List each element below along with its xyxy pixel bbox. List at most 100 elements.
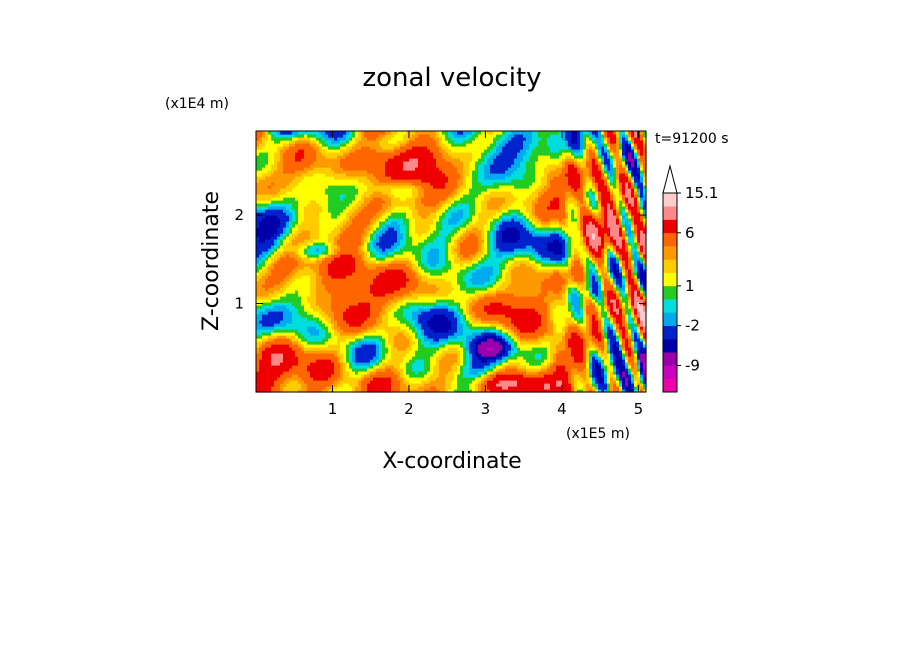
contour-cell xyxy=(442,290,446,294)
contour-cell xyxy=(550,308,554,312)
contour-cell xyxy=(310,377,314,381)
contour-cell xyxy=(439,362,443,366)
contour-cell xyxy=(328,284,332,288)
contour-cell xyxy=(259,350,263,354)
contour-cell xyxy=(262,359,266,363)
contour-cell xyxy=(607,284,611,288)
contour-cell xyxy=(292,374,296,378)
contour-cell xyxy=(580,338,584,342)
contour-cell xyxy=(616,371,620,375)
contour-cell xyxy=(439,320,443,324)
contour-cell xyxy=(340,368,344,372)
contour-cell xyxy=(382,356,386,360)
contour-cell xyxy=(472,365,476,369)
contour-cell xyxy=(511,314,515,318)
contour-cell xyxy=(532,332,536,336)
contour-cell xyxy=(574,299,578,303)
contour-cell xyxy=(559,377,563,381)
contour-cell xyxy=(634,383,638,387)
contour-cell xyxy=(346,314,350,318)
contour-cell xyxy=(535,353,539,357)
contour-cell xyxy=(463,365,467,369)
contour-cell xyxy=(619,317,623,321)
contour-cell xyxy=(643,326,647,330)
contour-cell xyxy=(349,365,353,369)
contour-cell xyxy=(475,341,479,345)
contour-cell xyxy=(427,278,431,282)
contour-cell xyxy=(469,374,473,378)
contour-cell xyxy=(508,386,512,390)
contour-cell xyxy=(631,308,635,312)
contour-cell xyxy=(550,386,554,390)
contour-cell xyxy=(505,317,509,321)
contour-cell xyxy=(349,311,353,315)
contour-cell xyxy=(598,380,602,384)
contour-cell xyxy=(340,299,344,303)
contour-cell xyxy=(424,299,428,303)
contour-cell xyxy=(613,326,617,330)
contour-cell xyxy=(385,377,389,381)
contour-cell xyxy=(616,353,620,357)
contour-cell xyxy=(601,278,605,282)
contour-cell xyxy=(322,389,326,393)
contour-cell xyxy=(622,326,626,330)
contour-cell xyxy=(622,383,626,387)
contour-cell xyxy=(565,326,569,330)
contour-cell xyxy=(490,347,494,351)
contour-cell xyxy=(328,296,332,300)
contour-cell xyxy=(343,368,347,372)
contour-cell xyxy=(328,350,332,354)
contour-cell xyxy=(577,371,581,375)
contour-cell xyxy=(400,359,404,363)
contour-cell xyxy=(259,296,263,300)
contour-cell xyxy=(475,335,479,339)
contour-cell xyxy=(469,371,473,375)
contour-cell xyxy=(445,326,449,330)
contour-cell xyxy=(454,383,458,387)
contour-cell xyxy=(304,335,308,339)
contour-cell xyxy=(364,296,368,300)
contour-cell xyxy=(517,281,521,285)
contour-cell xyxy=(601,359,605,363)
contour-cell xyxy=(478,368,482,372)
contour-cell xyxy=(595,389,599,393)
contour-cell xyxy=(319,308,323,312)
contour-cell xyxy=(577,302,581,306)
contour-cell xyxy=(379,374,383,378)
contour-cell xyxy=(454,284,458,288)
contour-cell xyxy=(304,338,308,342)
contour-cell xyxy=(406,311,410,315)
contour-cell xyxy=(298,356,302,360)
contour-cell xyxy=(340,311,344,315)
contour-cell xyxy=(433,389,437,393)
contour-cell xyxy=(286,290,290,294)
contour-cell xyxy=(304,353,308,357)
contour-cell xyxy=(298,365,302,369)
contour-cell xyxy=(325,311,329,315)
contour-cell xyxy=(481,329,485,333)
contour-cell xyxy=(604,386,608,390)
contour-cell xyxy=(586,362,590,366)
contour-cell xyxy=(337,362,341,366)
contour-cell xyxy=(388,329,392,333)
contour-cell xyxy=(313,290,317,294)
contour-cell xyxy=(397,374,401,378)
contour-cell xyxy=(529,374,533,378)
contour-cell xyxy=(355,296,359,300)
contour-cell xyxy=(424,386,428,390)
contour-cell xyxy=(379,341,383,345)
contour-cell xyxy=(379,284,383,288)
contour-cell xyxy=(418,287,422,291)
contour-cell xyxy=(565,374,569,378)
contour-cell xyxy=(439,365,443,369)
contour-cell xyxy=(490,311,494,315)
contour-cell xyxy=(310,284,314,288)
contour-cell xyxy=(430,302,434,306)
contour-cell xyxy=(313,332,317,336)
contour-cell xyxy=(316,347,320,351)
contour-cell xyxy=(499,293,503,297)
contour-cell xyxy=(334,380,338,384)
contour-cell xyxy=(580,281,584,285)
contour-cell xyxy=(499,296,503,300)
contour-cell xyxy=(352,353,356,357)
